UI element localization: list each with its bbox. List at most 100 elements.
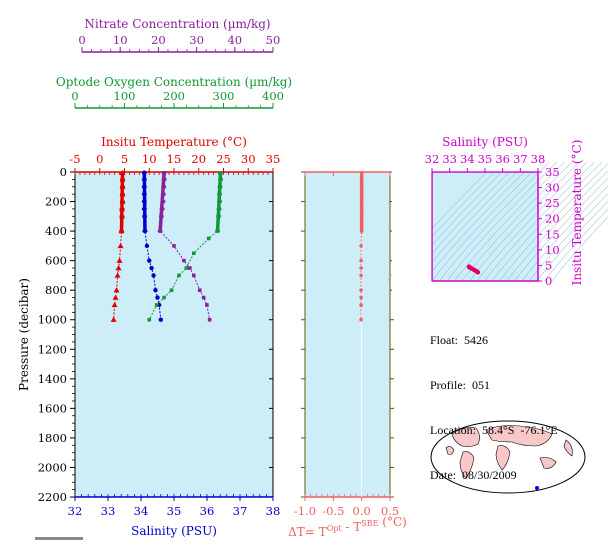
pressure-tick-label: 1200 bbox=[38, 342, 67, 356]
oxygen-point bbox=[162, 295, 166, 300]
temperature-tick-label: 30 bbox=[241, 152, 256, 166]
ts-density-contour bbox=[484, 161, 595, 282]
date-label: Date: bbox=[430, 468, 456, 482]
temperature-tick-label: 15 bbox=[167, 152, 182, 166]
map-landmass bbox=[445, 446, 455, 455]
delta-t-point bbox=[359, 303, 363, 307]
ts-density-contour bbox=[551, 216, 608, 282]
map-landmass bbox=[451, 427, 480, 447]
float-line: Float: 5426 bbox=[430, 333, 558, 348]
pressure-tick-label: 200 bbox=[45, 195, 67, 209]
delta-t-point bbox=[359, 295, 363, 300]
nitrate-point bbox=[201, 295, 206, 300]
pressure-tick-label: 0 bbox=[60, 165, 67, 179]
nitrate-point bbox=[182, 258, 186, 263]
ts-temperature-tick-label: 10 bbox=[545, 243, 560, 257]
oxygen-point bbox=[147, 317, 152, 322]
delta-t-point bbox=[359, 244, 363, 248]
oxygen-axis-label: Optode Oxygen Concentration (µm/kg) bbox=[56, 75, 292, 89]
nitrate-tick-label: 40 bbox=[227, 33, 242, 47]
location-label: Location: bbox=[430, 423, 476, 437]
nitrate-tick-label: 50 bbox=[266, 33, 281, 47]
nitrate-point bbox=[197, 288, 202, 292]
pressure-tick-label: 800 bbox=[45, 283, 67, 297]
nitrate-tick-label: 10 bbox=[113, 33, 128, 47]
temperature-point bbox=[115, 265, 122, 271]
salinity-tick-label: 37 bbox=[233, 504, 248, 518]
ts-density-contour bbox=[544, 208, 608, 282]
oxygen-point bbox=[169, 288, 174, 292]
delta-t-point bbox=[359, 258, 363, 263]
pressure-tick-label: 400 bbox=[45, 224, 67, 238]
ts-density-contour bbox=[446, 161, 558, 282]
temperature-point bbox=[110, 316, 117, 322]
temperature-tick-label: -5 bbox=[69, 152, 80, 166]
salinity-tick-label: 35 bbox=[167, 504, 182, 518]
profile-value: 051 bbox=[472, 378, 490, 392]
temperature-tick-label: 10 bbox=[142, 152, 157, 166]
salinity-point bbox=[155, 295, 160, 300]
float-value: 5426 bbox=[464, 333, 489, 347]
world-map bbox=[430, 420, 586, 494]
oxygen-point bbox=[206, 236, 211, 241]
profile-label: Profile: bbox=[430, 378, 466, 392]
temperature-point bbox=[111, 301, 118, 308]
ts-salinity-tick-label: 36 bbox=[495, 152, 510, 166]
salinity-point bbox=[149, 265, 154, 271]
ts-temperature-tick-label: 25 bbox=[545, 196, 560, 210]
ts-salinity-axis-label: Salinity (PSU) bbox=[442, 135, 528, 149]
oxygen-point bbox=[184, 266, 189, 270]
oxygen-tick-label: 0 bbox=[71, 89, 78, 103]
ts-density-contour bbox=[506, 170, 608, 282]
salinity-tick-label: 33 bbox=[101, 504, 116, 518]
ts-density-contour bbox=[536, 200, 608, 282]
nitrate-point bbox=[207, 317, 212, 322]
ts-temperature-tick-label: 5 bbox=[545, 258, 552, 272]
salinity-tick-label: 36 bbox=[200, 504, 215, 518]
map-landmass bbox=[539, 457, 557, 469]
pressure-tick-label: 1600 bbox=[38, 401, 67, 415]
ts-density-contour bbox=[499, 163, 608, 282]
location-line: Location: 58.4°S -76.1°E bbox=[430, 423, 558, 438]
ts-density-contour bbox=[454, 161, 565, 282]
salinity-point bbox=[153, 287, 158, 293]
map-landmass bbox=[485, 425, 553, 447]
salinity-tick-label: 32 bbox=[68, 504, 83, 518]
date-line: Date: 08/30/2009 bbox=[430, 468, 558, 483]
delta-axis-label-superscript: SBE bbox=[361, 519, 378, 528]
map-landmass bbox=[459, 451, 475, 479]
nitrate-tick-label: 0 bbox=[78, 33, 85, 47]
salinity-point bbox=[158, 317, 163, 322]
ts-density-contour bbox=[439, 161, 550, 282]
temperature-tick-label: 0 bbox=[96, 152, 103, 166]
ts-density-contour bbox=[461, 161, 573, 282]
delta-t-point bbox=[359, 266, 363, 270]
ts-salinity-tick-label: 33 bbox=[442, 152, 457, 166]
delta-axis-label-superscript: Opt bbox=[327, 524, 343, 533]
oxygen-point bbox=[177, 273, 181, 278]
nitrate-tick-label: 30 bbox=[189, 33, 204, 47]
oxygen-tick-label: 100 bbox=[114, 89, 136, 103]
temperature-tick-label: 20 bbox=[191, 152, 206, 166]
ts-temperature-tick-label: 15 bbox=[545, 227, 560, 241]
delta-axis-label-part: - T bbox=[342, 520, 362, 534]
salinity-tick-label: 38 bbox=[266, 504, 281, 518]
ts-salinity-tick-label: 35 bbox=[478, 152, 493, 166]
delta-tick-label: -1.0 bbox=[294, 504, 316, 518]
nitrate-axis-label: Nitrate Concentration (µm/kg) bbox=[84, 17, 270, 31]
footer-stamp bbox=[35, 537, 83, 540]
oxygen-tick-label: 200 bbox=[163, 89, 185, 103]
delta-t-point bbox=[359, 273, 363, 278]
salinity-point bbox=[144, 243, 150, 249]
ts-density-contour bbox=[476, 161, 588, 282]
nitrate-tick-label: 20 bbox=[151, 33, 166, 47]
pressure-tick-label: 2000 bbox=[38, 460, 67, 474]
float-location-marker bbox=[535, 486, 539, 490]
ts-mask-top bbox=[432, 160, 540, 172]
delta-plot-background bbox=[304, 171, 391, 498]
temperature-tick-label: 35 bbox=[266, 152, 281, 166]
temperature-point bbox=[116, 257, 123, 263]
ts-plot-background bbox=[431, 171, 539, 282]
nitrate-point bbox=[205, 303, 209, 307]
